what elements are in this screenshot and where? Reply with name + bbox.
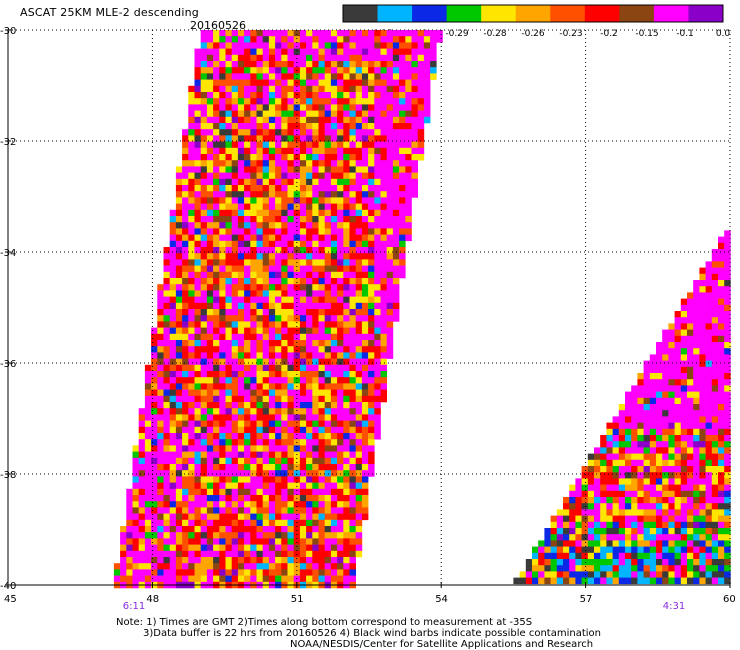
note-line-1: Note: 1) Times are GMT 2)Times along bot…	[116, 617, 533, 628]
map-date: 20160526	[190, 19, 246, 32]
colorbar-label: -0.1	[676, 29, 694, 39]
lon-tick-label: 48	[146, 594, 159, 605]
colorbar-label: -0.26	[521, 29, 545, 39]
data-cells	[113, 30, 731, 589]
pass-time-label: 6:11	[123, 601, 145, 612]
colorbar-label: -0.28	[483, 29, 507, 39]
colorbar-label: -0.15	[635, 29, 658, 39]
colorbar-swatch	[343, 5, 379, 22]
colorbar-label: -0.2	[600, 29, 618, 39]
map-title: ASCAT 25KM MLE-2 descending	[20, 6, 199, 19]
lon-tick-label: 57	[580, 594, 593, 605]
colorbar-swatch	[550, 5, 586, 22]
note-line-2: 3)Data buffer is 22 hrs from 20160526 4)…	[143, 628, 601, 639]
lon-tick-label: 60	[723, 594, 736, 605]
lon-tick-label: 54	[435, 594, 448, 605]
colorbar-label: 0.0	[716, 29, 731, 39]
colorbar-swatch	[377, 5, 413, 22]
lon-tick-label: 51	[291, 594, 304, 605]
colorbar-label: -0.29	[445, 29, 469, 39]
colorbar-swatch	[481, 5, 517, 22]
west-swath	[113, 30, 443, 589]
note-line-3: NOAA/NESDIS/Center for Satellite Applica…	[290, 639, 594, 650]
colorbar-swatch	[653, 5, 689, 22]
colorbar-swatch	[619, 5, 655, 22]
east-swath	[513, 230, 731, 585]
colorbar: -1.0-0.35-0.3-0.29-0.28-0.26-0.23-0.2-0.…	[334, 4, 731, 39]
colorbar-label: -0.23	[559, 29, 582, 39]
colorbar-swatch	[584, 5, 620, 22]
pass-time-label: 4:31	[663, 601, 685, 612]
lat-tick-label: -30	[0, 26, 16, 37]
colorbar-swatch	[688, 5, 724, 22]
colorbar-swatch	[412, 5, 448, 22]
lat-tick-label: -34	[0, 248, 16, 259]
map-frame	[7, 30, 730, 586]
colorbar-swatch	[446, 5, 482, 22]
lat-tick-label: -36	[0, 359, 16, 370]
lon-tick-label: 45	[4, 594, 17, 605]
colorbar-swatch	[515, 5, 551, 22]
lat-tick-label: -32	[0, 137, 16, 148]
lat-tick-label: -38	[0, 470, 16, 481]
